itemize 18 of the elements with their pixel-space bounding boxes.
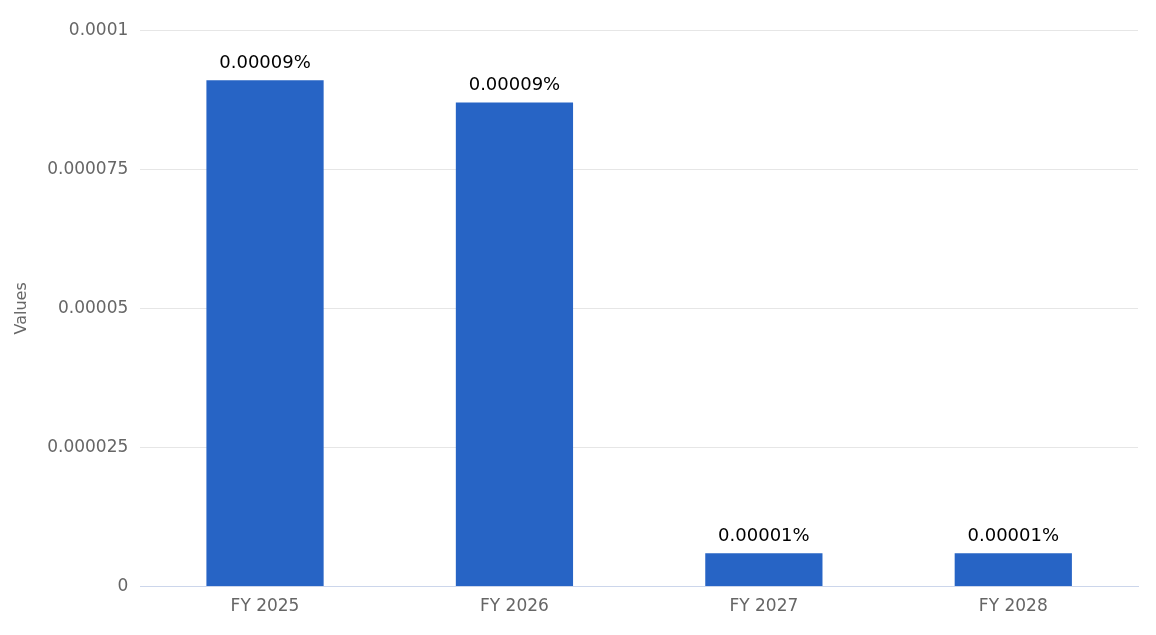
y-tick-label: 0.0001 — [68, 18, 129, 39]
y-tick-label: 0.000075 — [47, 157, 129, 178]
y-tick-label: 0 — [117, 575, 129, 596]
y-tick-label: 0.000025 — [47, 435, 129, 456]
y-axis-title: Values — [10, 282, 30, 335]
data-label: 0.00009% — [468, 73, 561, 95]
bar — [206, 80, 324, 587]
bar — [705, 553, 823, 587]
x-tick-label: FY 2027 — [729, 595, 799, 616]
y-tick-label: 0.00005 — [58, 296, 129, 317]
data-label: 0.00001% — [967, 523, 1060, 545]
x-tick-label: FY 2025 — [230, 595, 300, 616]
bar — [954, 553, 1072, 587]
x-tick-label: FY 2026 — [480, 595, 549, 616]
data-label: 0.00001% — [718, 523, 810, 545]
x-tick-label: FY 2028 — [978, 595, 1048, 616]
data-label: 0.00009% — [219, 50, 311, 72]
bar — [455, 102, 574, 587]
